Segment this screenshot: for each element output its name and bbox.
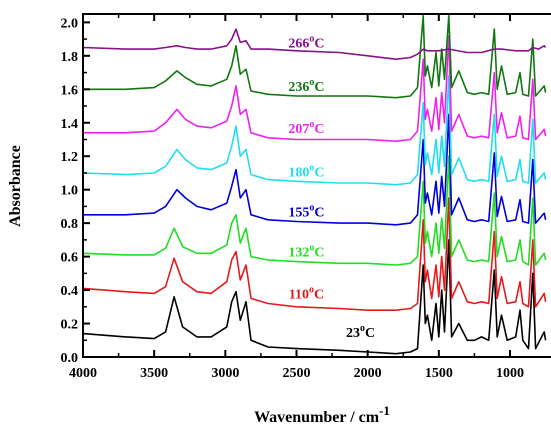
series-label-value-266: 266: [288, 36, 309, 51]
series-label-value-110: 110: [289, 287, 309, 302]
series-label-degree-23: o: [360, 323, 365, 334]
series-label-unit-266: C: [314, 36, 324, 51]
y-tick-label-6: 1.2: [61, 150, 79, 165]
x-tick-label-3000: 3000: [211, 366, 239, 381]
series-label-value-207: 207: [288, 122, 309, 137]
series-line-23: [83, 239, 547, 355]
series-label-236: 236oC: [288, 77, 324, 95]
series-label-unit-207: C: [314, 122, 324, 137]
y-tick-label-9: 1.8: [61, 50, 79, 65]
series-label-degree-207: o: [309, 119, 314, 130]
series-label-180: 180oC: [288, 162, 324, 180]
series-label-degree-180: o: [309, 162, 314, 173]
y-tick-label-1: 0.2: [61, 318, 79, 333]
x-tick-label-2000: 2000: [354, 366, 382, 381]
series-label-value-236: 236: [288, 80, 309, 95]
series-label-unit-110: C: [314, 287, 324, 302]
series-line-155: [83, 113, 547, 226]
series-label-value-132: 132: [288, 246, 309, 261]
series-label-unit-180: C: [314, 165, 324, 180]
y-tick-label-10: 2.0: [61, 16, 79, 31]
x-axis-title-main: Wavenumber / cm: [254, 409, 380, 426]
series-label-132: 132oC: [288, 243, 324, 261]
series-label-23: 23oC: [346, 323, 375, 341]
x-tick-label-1500: 1500: [425, 366, 453, 381]
series-line-207: [83, 35, 547, 142]
x-tick-label-2500: 2500: [283, 366, 311, 381]
series-layer: [83, 14, 547, 355]
series-label-155: 155oC: [288, 202, 324, 220]
x-tick-label-3500: 3500: [140, 366, 168, 381]
series-label-unit-23: C: [365, 326, 375, 341]
x-axis-title: Wavenumber / cm-1: [254, 403, 390, 426]
series-label-degree-266: o: [309, 33, 314, 44]
series-line-266: [83, 28, 547, 60]
series-label-unit-132: C: [314, 246, 324, 261]
series-label-degree-155: o: [309, 202, 314, 213]
series-line-132: [83, 155, 547, 266]
series-label-degree-132: o: [309, 243, 314, 254]
y-axis: 0.0 0.2 0.4 0.6 0.8 1.0 1.2 1.4 1.6 1.8 2.0: [61, 16, 90, 366]
y-tick-label-2: 0.4: [61, 284, 79, 299]
series-label-unit-155: C: [314, 205, 324, 220]
plot-frame: [82, 13, 551, 358]
series-label-degree-110: o: [309, 284, 314, 295]
series-label-degree-236: o: [309, 77, 314, 88]
series-label-207: 207oC: [288, 119, 324, 137]
y-tick-label-4: 0.8: [61, 217, 79, 232]
x-tick-label-1000: 1000: [496, 366, 524, 381]
y-axis-title: Absorbance: [7, 145, 24, 227]
series-label-value-23: 23: [346, 326, 360, 341]
x-tick-label-4000: 4000: [69, 366, 97, 381]
series-line-180: [83, 75, 547, 186]
series-label-value-180: 180: [288, 165, 309, 180]
series-label-110: 110oC: [289, 284, 324, 302]
y-tick-label-5: 1.0: [61, 184, 79, 199]
y-tick-label-3: 0.6: [61, 251, 79, 266]
series-line-236: [83, 14, 547, 99]
y-tick-label-0: 0.0: [61, 351, 79, 366]
x-axis: 4000 3500 3000 2500 2000 1500 1000: [69, 14, 524, 381]
series-label-266: 266oC: [288, 33, 324, 51]
y-tick-label-7: 1.4: [61, 117, 79, 132]
series-label-unit-236: C: [314, 80, 324, 95]
series-label-value-155: 155: [288, 205, 309, 220]
x-axis-title-superscript: -1: [379, 403, 390, 418]
y-tick-label-8: 1.6: [61, 83, 79, 98]
series-line-110: [83, 197, 547, 311]
